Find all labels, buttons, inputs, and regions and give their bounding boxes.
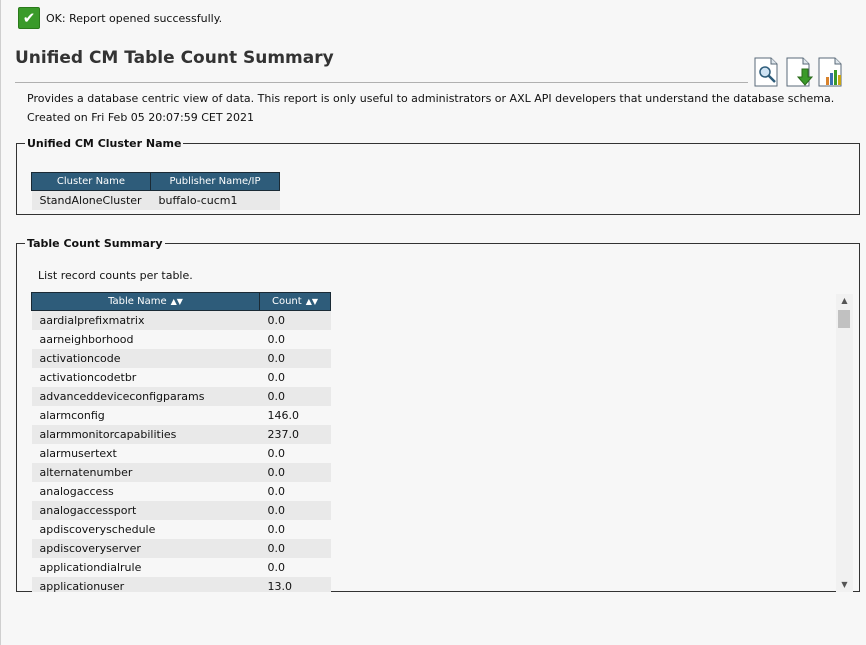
count-cell: 0.0 [259, 520, 331, 539]
table-row: applicationdialrule 0.0 [31, 558, 331, 577]
sort-icon[interactable]: ▲▼ [305, 297, 318, 306]
table-name-cell: activationcodetbr [31, 368, 260, 387]
table-row: alternatenumber 0.0 [31, 463, 331, 482]
table-name-cell: aardialprefixmatrix [31, 310, 260, 330]
table-row: aardialprefixmatrix 0.0 [31, 310, 331, 330]
table-name-cell: applicationuser [31, 577, 260, 592]
scroll-up-icon[interactable]: ▲ [841, 296, 848, 305]
table-row: apdiscoveryserver 0.0 [31, 539, 331, 558]
table-name-cell: analogaccessport [31, 501, 260, 520]
table-name-cell: alarmusertext [31, 444, 260, 463]
count-cell: 0.0 [259, 444, 331, 463]
table-count-section: Table Count Summary List record counts p… [16, 237, 860, 592]
table-row: alarmmonitorcapabilities 237.0 [31, 425, 331, 444]
count-header-label: Count [271, 296, 302, 307]
view-report-icon[interactable] [753, 57, 781, 87]
table-row: alarmconfig 146.0 [31, 406, 331, 425]
created-timestamp: Created on Fri Feb 05 20:07:59 CET 2021 [27, 111, 255, 124]
table-row: StandAloneCluster buffalo-cucm1 [31, 190, 280, 210]
table-row: aarneighborhood 0.0 [31, 330, 331, 349]
download-report-icon[interactable] [785, 57, 814, 87]
table-row: analogaccessport 0.0 [31, 501, 331, 520]
table-scrollbar[interactable]: ▲ ▼ [836, 294, 853, 592]
table-row: activationcode 0.0 [31, 349, 331, 368]
table-name-cell: alternatenumber [31, 463, 260, 482]
count-cell: 0.0 [259, 558, 331, 577]
check-icon: ✔ [18, 7, 40, 29]
count-cell: 0.0 [259, 368, 331, 387]
table-name-cell: activationcode [31, 349, 260, 368]
report-actions [753, 57, 845, 87]
summary-legend: Table Count Summary [27, 237, 163, 250]
table-name-header[interactable]: Table Name ▲▼ [31, 292, 260, 311]
count-cell: 237.0 [259, 425, 331, 444]
count-cell: 0.0 [259, 482, 331, 501]
count-cell: 0.0 [259, 539, 331, 558]
count-header[interactable]: Count ▲▼ [259, 292, 331, 311]
cluster-name-cell: StandAloneCluster [31, 190, 151, 210]
cluster-name-header: Cluster Name [31, 172, 151, 191]
cluster-table: Cluster Name Publisher Name/IP StandAlon… [31, 172, 280, 210]
table-row: applicationuser 13.0 [31, 577, 331, 592]
table-name-cell: analogaccess [31, 482, 260, 501]
table-row: analogaccess 0.0 [31, 482, 331, 501]
count-cell: 146.0 [259, 406, 331, 425]
table-row: alarmusertext 0.0 [31, 444, 331, 463]
table-name-cell: apdiscoveryserver [31, 539, 260, 558]
count-cell: 0.0 [259, 387, 331, 406]
table-row: apdiscoveryschedule 0.0 [31, 520, 331, 539]
publisher-header: Publisher Name/IP [150, 172, 280, 191]
status-message: ✔ OK: Report opened successfully. [18, 7, 222, 29]
count-table: Table Name ▲▼ Count ▲▼ aardialprefixmatrix… [31, 292, 331, 592]
report-description: Provides a database centric view of data… [27, 92, 835, 105]
sort-icon[interactable]: ▲▼ [170, 297, 183, 306]
status-text: OK: Report opened successfully. [46, 11, 223, 25]
table-name-cell: applicationdialrule [31, 558, 260, 577]
scroll-thumb[interactable] [838, 310, 850, 328]
count-cell: 13.0 [259, 577, 331, 592]
publisher-cell: buffalo-cucm1 [150, 190, 280, 210]
table-row: activationcodetbr 0.0 [31, 368, 331, 387]
count-table-viewport: Table Name ▲▼ Count ▲▼ aardialprefixmatrix… [31, 292, 331, 592]
table-name-cell: aarneighborhood [31, 330, 260, 349]
count-cell: 0.0 [259, 310, 331, 330]
cluster-legend: Unified CM Cluster Name [27, 137, 182, 150]
cluster-section: Unified CM Cluster Name Cluster Name Pub… [16, 137, 860, 215]
table-row: advanceddeviceconfigparams 0.0 [31, 387, 331, 406]
page-title: Unified CM Table Count Summary [15, 48, 334, 68]
scroll-down-icon[interactable]: ▼ [841, 580, 848, 589]
table-name-cell: apdiscoveryschedule [31, 520, 260, 539]
table-name-cell: advanceddeviceconfigparams [31, 387, 260, 406]
count-cell: 0.0 [259, 501, 331, 520]
summary-caption: List record counts per table. [38, 269, 193, 282]
count-cell: 0.0 [259, 330, 331, 349]
table-name-header-label: Table Name [108, 296, 167, 307]
chart-report-icon[interactable] [817, 57, 845, 87]
page-border [0, 0, 1, 645]
table-name-cell: alarmconfig [31, 406, 260, 425]
title-divider [15, 82, 748, 83]
table-name-cell: alarmmonitorcapabilities [31, 425, 260, 444]
count-cell: 0.0 [259, 349, 331, 368]
count-cell: 0.0 [259, 463, 331, 482]
